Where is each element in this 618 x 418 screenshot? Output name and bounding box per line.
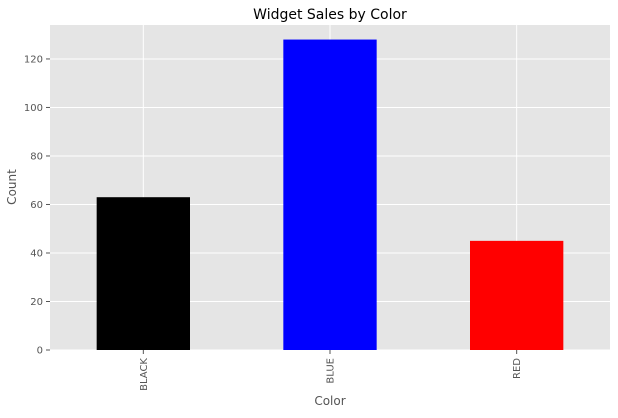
x-tick-label-blue: BLUE [326,358,337,384]
chart-title: Widget Sales by Color [253,7,407,23]
bar-red [470,240,564,350]
y-tick-label: 100 [24,103,43,114]
y-tick-label: 20 [30,297,43,308]
y-axis-ticks: 0 20 40 60 80 100 120 [24,54,50,357]
y-tick-label: 40 [30,248,43,259]
x-tick-label-red: RED [512,358,523,379]
x-axis-ticks: BLACK BLUE RED [139,350,523,391]
bar-black [96,197,190,350]
bar-blue [283,39,377,350]
y-tick-label: 120 [24,54,43,65]
y-tick-label: 0 [37,346,43,357]
x-axis-label: Color [314,394,345,408]
bars [96,39,564,350]
y-tick-label: 80 [30,151,43,162]
y-tick-label: 60 [30,200,43,211]
x-tick-label-black: BLACK [139,358,150,391]
y-axis-label: Count [5,169,19,205]
